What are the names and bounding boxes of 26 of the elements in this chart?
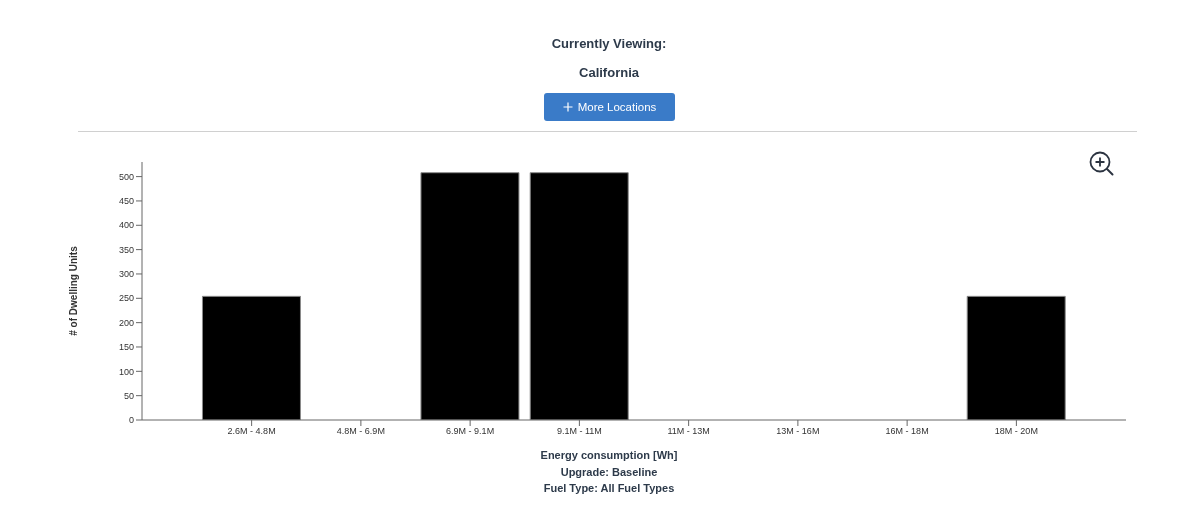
- text: Fuel Type: All Fuel Types: [542, 481, 676, 496]
- x-tick-label: 11M - 13M: [667, 426, 710, 437]
- y-tick-label: 300: [118, 269, 134, 280]
- chart-subtitle: California: [578, 64, 640, 82]
- x-tick-label: 16M - 18M: [885, 426, 929, 437]
- y-tick-label: 200: [118, 317, 134, 328]
- y-tick-label: 150: [118, 342, 134, 353]
- x-tick-label: 6.9M - 9.1M: [446, 426, 495, 437]
- y-tick-label: 350: [118, 244, 134, 255]
- y-tick-label: 400: [118, 220, 134, 231]
- y-tick-label: 0: [128, 415, 134, 426]
- x-tick-label: 9.1M - 11M: [556, 426, 602, 437]
- y-tick-label: 100: [118, 366, 134, 377]
- button[interactable]: More Locations: [544, 93, 675, 121]
- y-tick-label: 50: [123, 390, 134, 401]
- text: Upgrade: Baseline: [559, 464, 659, 480]
- x-tick-label: 4.8M - 6.9M: [336, 426, 385, 437]
- y-tick-label: 450: [118, 196, 134, 207]
- x-axis-title: Energy consumption [Wh]: [539, 448, 679, 463]
- y-axis-title: # of Dwelling Units: [67, 245, 79, 336]
- y-tick-label: 500: [118, 171, 134, 182]
- x-tick-label: 13M - 16M: [776, 426, 820, 437]
- y-tick-label: 250: [118, 293, 134, 304]
- x-tick-label: 2.6M - 4.8M: [227, 426, 276, 437]
- x-tick-label: 18M - 20M: [994, 426, 1038, 437]
- chart-title: Currently Viewing:: [550, 35, 668, 53]
